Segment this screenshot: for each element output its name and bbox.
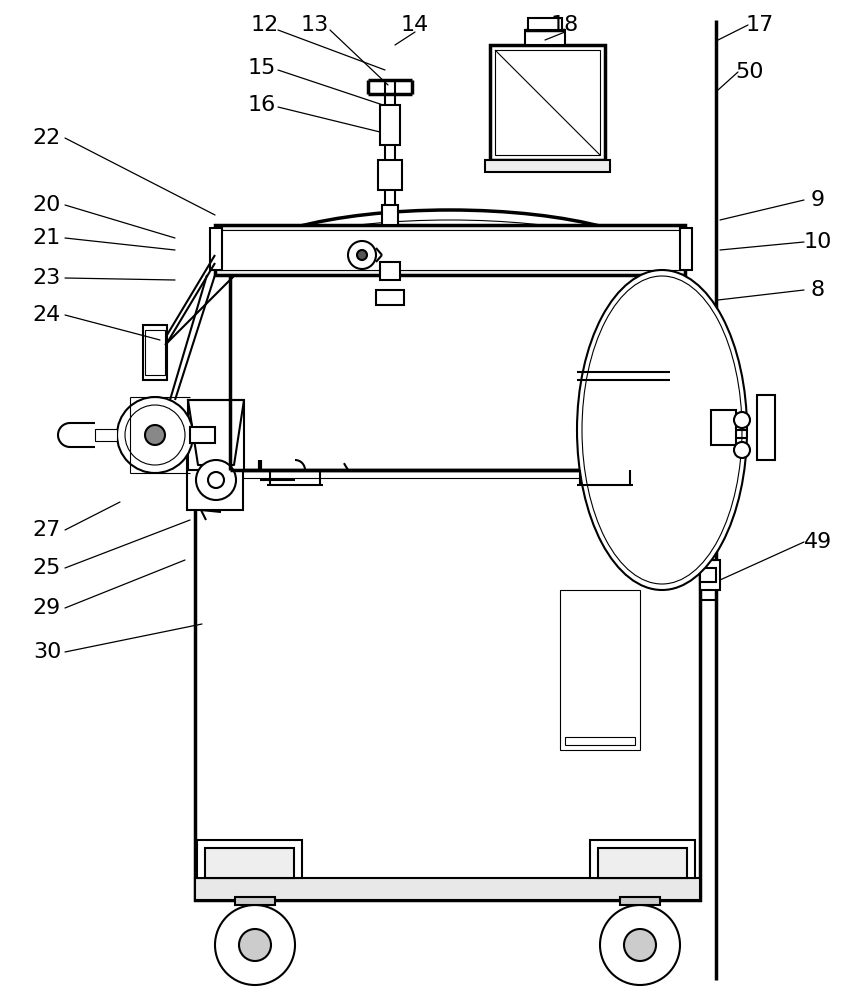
Bar xyxy=(565,737,635,745)
Circle shape xyxy=(125,405,185,465)
Bar xyxy=(528,18,562,30)
Text: 10: 10 xyxy=(804,232,832,252)
Bar xyxy=(711,410,736,445)
Bar xyxy=(490,45,605,160)
Bar xyxy=(235,897,275,905)
Bar xyxy=(380,105,400,145)
Text: 23: 23 xyxy=(33,268,61,288)
Text: 17: 17 xyxy=(746,15,774,35)
Text: 12: 12 xyxy=(251,15,279,35)
Bar xyxy=(598,848,687,878)
Bar xyxy=(620,897,660,905)
Bar xyxy=(215,225,685,275)
Bar xyxy=(210,228,222,270)
Bar xyxy=(195,470,700,900)
Text: 9: 9 xyxy=(811,190,825,210)
Text: 8: 8 xyxy=(811,280,825,300)
Bar xyxy=(95,429,117,441)
Text: 50: 50 xyxy=(736,62,765,82)
Circle shape xyxy=(208,472,224,488)
Text: 49: 49 xyxy=(804,532,832,552)
Bar xyxy=(143,325,167,380)
Bar xyxy=(220,230,680,270)
Ellipse shape xyxy=(577,270,747,590)
Text: 29: 29 xyxy=(33,598,61,618)
Bar xyxy=(757,395,775,460)
Circle shape xyxy=(239,929,271,961)
Text: 13: 13 xyxy=(301,15,329,35)
Text: 27: 27 xyxy=(33,520,61,540)
Text: 25: 25 xyxy=(33,558,61,578)
Circle shape xyxy=(117,397,193,473)
Bar xyxy=(485,160,610,172)
Bar xyxy=(380,262,400,280)
Circle shape xyxy=(600,905,680,985)
Bar xyxy=(560,590,640,750)
Text: 14: 14 xyxy=(401,15,430,35)
Circle shape xyxy=(196,460,236,500)
Circle shape xyxy=(357,250,367,260)
Bar xyxy=(700,568,716,582)
Bar xyxy=(590,840,695,878)
Circle shape xyxy=(734,412,750,428)
Bar xyxy=(700,560,720,590)
Text: 30: 30 xyxy=(33,642,61,662)
Bar xyxy=(188,400,244,470)
Circle shape xyxy=(624,929,656,961)
Bar xyxy=(376,290,404,305)
Bar xyxy=(378,160,402,190)
Ellipse shape xyxy=(582,276,742,584)
Bar xyxy=(205,848,294,878)
Bar xyxy=(495,50,600,155)
Text: 22: 22 xyxy=(33,128,61,148)
Circle shape xyxy=(734,442,750,458)
Bar xyxy=(145,330,165,375)
Circle shape xyxy=(215,905,295,985)
Text: 24: 24 xyxy=(33,305,61,325)
Bar xyxy=(525,30,565,45)
Bar xyxy=(195,878,700,900)
Bar xyxy=(382,205,398,225)
Text: 20: 20 xyxy=(33,195,61,215)
Text: 18: 18 xyxy=(551,15,579,35)
Circle shape xyxy=(348,241,376,269)
Text: 21: 21 xyxy=(33,228,61,248)
Bar xyxy=(187,420,243,510)
Bar xyxy=(680,228,692,270)
Text: 16: 16 xyxy=(248,95,276,115)
Bar xyxy=(190,427,215,443)
Circle shape xyxy=(145,425,165,445)
Text: 15: 15 xyxy=(248,58,276,78)
Bar xyxy=(197,840,302,878)
